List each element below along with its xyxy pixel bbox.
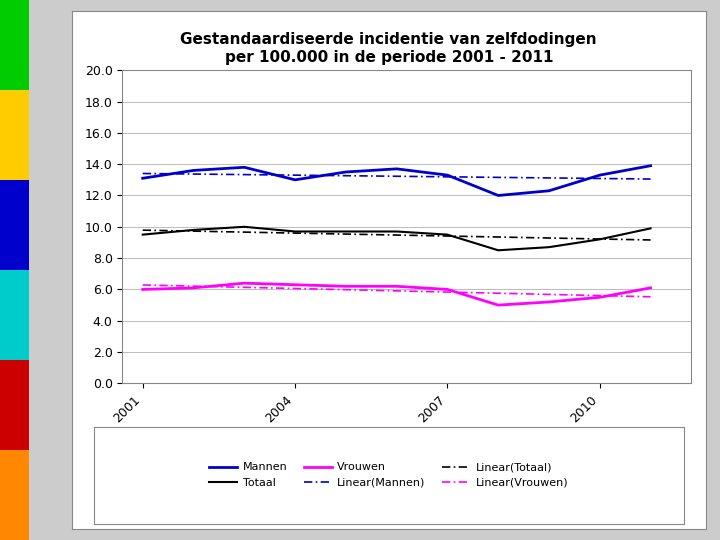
Text: Gestandaardiseerde incidentie van zelfdodingen
per 100.000 in de periode 2001 - : Gestandaardiseerde incidentie van zelfdo… — [181, 32, 597, 65]
Legend: Mannen, Totaal, Vrouwen, Linear(Mannen), Linear(Totaal), Linear(Vrouwen): Mannen, Totaal, Vrouwen, Linear(Mannen),… — [204, 458, 573, 492]
